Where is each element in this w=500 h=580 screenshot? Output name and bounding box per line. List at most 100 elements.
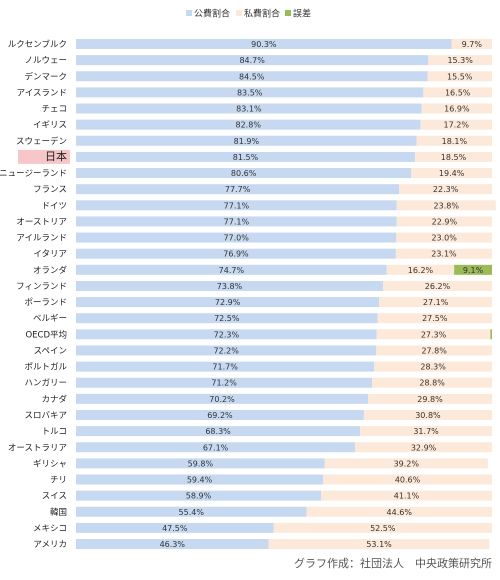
value-label-public: 59.4% xyxy=(187,476,213,485)
bar-segment-1 xyxy=(323,474,492,485)
value-label-private: 16.9% xyxy=(444,105,470,114)
bar-segment-1 xyxy=(428,55,492,66)
bar-segment-1 xyxy=(396,232,492,243)
value-label-private: 29.8% xyxy=(417,395,443,404)
value-label-private: 39.2% xyxy=(394,459,420,468)
bar-segment-0 xyxy=(76,135,417,146)
legend: 公費割合 私費割合 誤差 xyxy=(186,8,311,20)
bar-segment-0 xyxy=(76,39,452,49)
bar-segment-0 xyxy=(76,71,428,82)
legend-swatch-2 xyxy=(285,10,291,16)
value-label-private: 23.1% xyxy=(431,250,457,259)
value-label-public: 90.3% xyxy=(251,40,277,49)
value-label-private: 15.5% xyxy=(447,72,473,81)
bar-segment-0 xyxy=(76,539,269,550)
value-label-public: 77.7% xyxy=(225,185,251,194)
value-label-public: 77.1% xyxy=(224,217,250,226)
bar-segment-1 xyxy=(368,393,492,404)
category-label: ドイツ xyxy=(41,201,67,211)
bar-segment-1 xyxy=(427,71,492,82)
value-label-private: 16.5% xyxy=(445,88,471,97)
value-label-public: 77.1% xyxy=(224,201,250,210)
legend-label-0: 公費割合 xyxy=(194,8,230,20)
category-label: フィンランド xyxy=(16,282,67,292)
bar-segment-0 xyxy=(76,409,364,420)
value-label-public: 80.6% xyxy=(231,169,257,178)
category-label: デンマーク xyxy=(24,71,67,82)
bar-segment-0 xyxy=(76,103,422,114)
bar-segment-1 xyxy=(451,39,492,49)
value-label-public: 76.9% xyxy=(223,250,249,259)
value-label-private: 22.3% xyxy=(433,185,459,194)
category-label: スウェーデン xyxy=(16,136,67,147)
value-label-public: 46.3% xyxy=(160,540,186,549)
bar-segment-1 xyxy=(324,458,488,469)
bar-segment-1 xyxy=(374,361,492,372)
value-label-private: 44.6% xyxy=(387,508,413,517)
category-label: ポーランド xyxy=(24,298,67,308)
bar-segment-0 xyxy=(76,329,377,340)
bar-segment-1 xyxy=(273,522,492,533)
value-label-private: 17.2% xyxy=(444,121,470,130)
bar-segment-0 xyxy=(76,506,307,517)
category-label: メキシコ xyxy=(33,524,67,534)
bar-segment-1 xyxy=(421,103,492,114)
bar-segment-1 xyxy=(355,442,492,453)
value-label-public: 74.7% xyxy=(219,266,245,275)
category-label: ギリシャ xyxy=(33,459,67,469)
value-label-private: 40.6% xyxy=(395,476,421,485)
bar-segment-1 xyxy=(376,345,492,356)
category-label: ニュージーランド xyxy=(0,169,67,179)
plot-area: 90.3% 9.7% 84.7% 15.3% 84.5% 15.5% 83.5% 16.5% 8… xyxy=(76,39,496,550)
value-label-private: 18.1% xyxy=(442,137,468,146)
category-labels: ルクセンブルクノルウェーデンマークアイスランドチェコイギリススウェーデン日本ニュ… xyxy=(0,39,70,550)
bar-segment-0 xyxy=(76,474,324,485)
value-label-public: 77.0% xyxy=(223,234,249,243)
category-label: イギリス xyxy=(33,121,67,131)
bar-segment-0 xyxy=(76,458,325,469)
bar-segment-0 xyxy=(76,313,378,324)
category-label: イタリア xyxy=(33,250,67,260)
bar-segment-0 xyxy=(76,442,356,453)
bar-segment-0 xyxy=(76,184,400,195)
value-label-public: 72.3% xyxy=(214,330,240,339)
bar-segment-1 xyxy=(372,377,492,388)
category-label: アイルランド xyxy=(16,234,67,244)
value-label-private: 28.3% xyxy=(420,363,446,372)
value-label-public: 71.7% xyxy=(212,363,238,372)
bar-segment-0 xyxy=(76,200,397,211)
bar-segment-1 xyxy=(386,264,455,275)
bar-segment-0 xyxy=(76,55,429,66)
bar-segment-2 xyxy=(490,329,492,340)
category-label: 韓国 xyxy=(50,507,67,518)
value-label-public: 83.5% xyxy=(237,88,263,97)
value-label-public: 73.8% xyxy=(217,282,243,291)
bar-segment-1 xyxy=(399,184,492,195)
category-label: オーストラリア xyxy=(8,443,67,453)
bar-segment-0 xyxy=(76,87,424,98)
bar-segment-1 xyxy=(396,200,496,211)
bar-segment-1 xyxy=(420,119,492,130)
category-label: ポルトガル xyxy=(24,362,67,373)
category-label: OECD平均 xyxy=(25,329,67,340)
bar-segment-0 xyxy=(76,232,397,243)
value-label-error: 9.1% xyxy=(463,266,484,275)
bar-segment-0 xyxy=(76,345,377,356)
category-label: アイスランド xyxy=(17,88,67,98)
bar-segment-1 xyxy=(363,409,492,420)
bar-segment-1 xyxy=(395,248,492,259)
value-label-private: 15.3% xyxy=(447,56,473,65)
value-label-public: 72.5% xyxy=(214,314,240,323)
value-label-public: 72.9% xyxy=(215,298,241,307)
bar-segment-0 xyxy=(76,248,396,259)
value-label-private: 31.7% xyxy=(413,427,439,436)
value-label-private: 23.0% xyxy=(431,234,457,243)
category-label: スロバキア xyxy=(24,411,67,421)
bar-segment-1 xyxy=(306,506,492,517)
bar-segment-1 xyxy=(379,297,492,308)
bar-segment-1 xyxy=(321,490,492,501)
bar-segment-0 xyxy=(76,361,375,372)
category-label: 日本 xyxy=(45,149,67,163)
bar-segment-0 xyxy=(76,216,397,227)
value-label-public: 81.9% xyxy=(234,137,260,146)
